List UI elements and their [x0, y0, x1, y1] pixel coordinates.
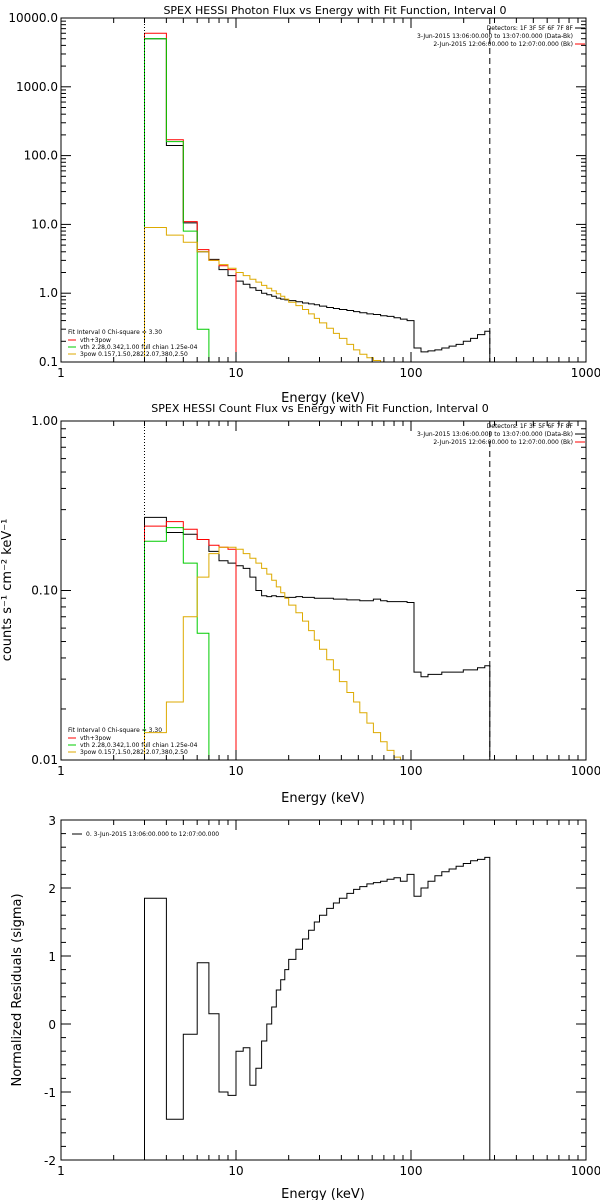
count-flux-power-law-model-line	[144, 546, 421, 760]
legend-fit-interval: Fit Interval 0 Chi-square = 3.30	[68, 727, 162, 734]
legend-fit-interval: Fit Interval 0 Chi-square = 3.30	[68, 329, 162, 336]
photon-flux-series-group	[144, 32, 491, 362]
photon-flux-data-line	[144, 38, 491, 362]
legend-vth: vth 2.28,0.342,1.00 full chian 1.25e-04	[80, 742, 198, 749]
count-flux-x-tick-label: 100	[400, 764, 423, 778]
photon-flux-legend: Fit Interval 0 Chi-square = 3.30 vth+3po…	[68, 329, 198, 358]
photon-flux-header: Detectors: 1F 3F 5F 6F 7F 8F 3-Jun-2015 …	[417, 25, 585, 48]
photon-flux-thermal-model-line	[144, 38, 210, 362]
legend-residuals: 0. 3-Jun-2015 13:06:00.000 to 12:07:00.0…	[86, 831, 219, 838]
data-interval-line: 3-Jun-2015 13:06:00.000 to 13:07:00.000 …	[417, 431, 573, 438]
photon-flux-y-tick-label: 100.0	[24, 149, 58, 163]
data-interval-line: 3-Jun-2015 13:06:00.000 to 13:07:00.000 …	[417, 33, 573, 40]
residuals-y-tick-label: -2	[44, 1154, 56, 1168]
residuals-x-tick-label: 1	[57, 1164, 65, 1178]
residuals-xlabel: Energy (keV)	[281, 1187, 365, 1200]
photon-flux-title: SPEX HESSI Photon Flux vs Energy with Fi…	[163, 4, 506, 17]
photon-flux-axes-frame	[60, 17, 587, 363]
residuals-panel: 0. 3-Jun-2015 13:06:00.000 to 12:07:00.0…	[10, 814, 600, 1200]
photon-flux-xlabel: Energy (keV)	[281, 391, 365, 406]
residuals-ylabel: Normalized Residuals (sigma)	[10, 893, 25, 1086]
count-flux-thermal-model-line	[144, 527, 210, 760]
residuals-data-line	[144, 856, 491, 1160]
photon-flux-x-tick-label: 10	[228, 366, 243, 380]
background-interval-line: 2-Jun-2015 12:06:00.000 to 12:07:00.000 …	[433, 439, 573, 446]
residuals-y-tick-label: 1	[48, 950, 56, 964]
legend-vth-3pow: vth+3pow	[80, 337, 111, 344]
residuals-y-tick-label: 0	[48, 1018, 56, 1032]
legend-3pow: 3pow 0.157,1.50,282,2.07,380,2.50	[80, 749, 188, 756]
photon-flux-power-law-model-line	[144, 227, 388, 362]
count-flux-x-tick-label: 1	[57, 764, 65, 778]
detectors-line: Detectors: 1F 3F 5F 6F 7F 8F	[487, 423, 574, 430]
detectors-line: Detectors: 1F 3F 5F 6F 7F 8F	[487, 25, 574, 32]
photon-flux-x-tick-label: 1000	[571, 366, 600, 380]
count-flux-ylabel: counts s⁻¹ cm⁻² keV⁻¹	[0, 519, 15, 662]
count-flux-data-line	[144, 516, 491, 760]
legend-vth: vth 2.28,0.342,1.00 full chian 1.25e-04	[80, 344, 198, 351]
count-flux-y-tick-label: 0.01	[31, 753, 58, 767]
count-flux-xlabel: Energy (keV)	[281, 791, 365, 806]
residuals-y-tick-label: 3	[48, 814, 56, 828]
residuals-x-tick-label: 1000	[571, 1164, 600, 1178]
count-flux-y-tick-label: 0.10	[31, 584, 58, 598]
residuals-series-group	[144, 856, 491, 1160]
count-flux-series-group	[144, 516, 491, 760]
count-flux-total-model-line	[144, 521, 237, 760]
residuals-y-tick-label: -1	[44, 1086, 56, 1100]
count-flux-x-tick-label: 10	[228, 764, 243, 778]
residuals-legend: 0. 3-Jun-2015 13:06:00.000 to 12:07:00.0…	[72, 831, 219, 838]
photon-flux-y-tick-label: 1.0	[39, 286, 58, 300]
photon-flux-x-tick-label: 100	[400, 366, 423, 380]
residuals-y-tick-label: 2	[48, 882, 56, 896]
count-flux-x-tick-label: 1000	[571, 764, 600, 778]
photon-flux-y-tick-label: 1000.0	[16, 80, 58, 94]
residuals-x-tick-label: 100	[400, 1164, 423, 1178]
count-flux-header: Detectors: 1F 3F 5F 6F 7F 8F 3-Jun-2015 …	[417, 423, 585, 446]
photon-flux-x-tick-label: 1	[57, 366, 65, 380]
residuals-x-tick-label: 10	[228, 1164, 243, 1178]
residuals-axes-frame	[60, 819, 587, 1161]
count-flux-legend: Fit Interval 0 Chi-square = 3.30 vth+3po…	[68, 727, 198, 756]
photon-flux-total-model-line	[144, 32, 237, 362]
background-interval-line: 2-Jun-2015 12:06:00.000 to 12:07:00.000 …	[433, 41, 573, 48]
count-flux-axes-frame	[60, 420, 587, 761]
legend-vth-3pow: vth+3pow	[80, 735, 111, 742]
photon-flux-y-tick-label: 10.0	[31, 217, 58, 231]
photon-flux-y-tick-label: 10000.0	[8, 11, 58, 25]
count-flux-panel: SPEX HESSI Count Flux vs Energy with Fit…	[0, 402, 600, 806]
legend-3pow: 3pow 0.157,1.50,282,2.07,380,2.50	[80, 351, 188, 358]
count-flux-y-tick-label: 1.00	[31, 414, 58, 428]
photon-flux-panel: SPEX HESSI Photon Flux vs Energy with Fi…	[8, 4, 600, 406]
count-flux-title: SPEX HESSI Count Flux vs Energy with Fit…	[151, 402, 488, 415]
photon-flux-y-tick-label: 0.1	[39, 355, 58, 369]
